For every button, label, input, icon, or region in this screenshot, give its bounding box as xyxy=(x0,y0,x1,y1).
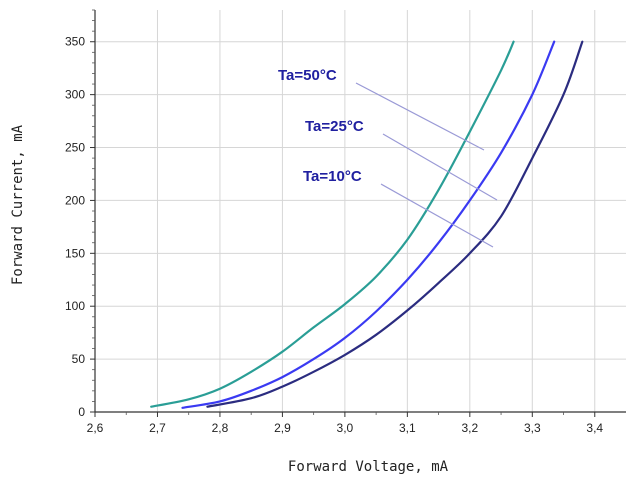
x-tick-label: 3,0 xyxy=(337,421,354,435)
x-tick-label: 2,9 xyxy=(274,421,291,435)
x-tick-label: 3,3 xyxy=(524,421,541,435)
annotation-label: Ta=25°C xyxy=(305,118,364,135)
y-tick-label: 200 xyxy=(65,193,85,207)
y-tick-label: 300 xyxy=(65,88,85,102)
y-tick-label: 250 xyxy=(65,141,85,155)
x-axis-title: Forward Voltage, mA xyxy=(288,459,449,475)
x-tick-label: 3,4 xyxy=(586,421,603,435)
annotation-label: Ta=50°C xyxy=(278,67,337,84)
y-tick-label: 0 xyxy=(78,405,85,419)
annotation-leader-line xyxy=(382,133,498,201)
x-tick-label: 3,2 xyxy=(461,421,478,435)
series-line-ta-25-c xyxy=(181,40,556,409)
annotation-label: Ta=10°C xyxy=(303,168,362,185)
x-tick-label: 2,8 xyxy=(212,421,229,435)
y-axis-title: Forward Current, mA xyxy=(10,124,26,285)
y-tick-label: 100 xyxy=(65,299,85,313)
axes xyxy=(94,10,626,413)
series-lines xyxy=(150,40,584,409)
ticks: 2,6 2,7 2,8 2,9 3,0 3,1 3,2 3,3 3,4 0 50 100 150 200 2… xyxy=(65,9,603,435)
annotations: Ta=50°C Ta=25°C Ta=10°C xyxy=(278,67,498,248)
y-tick-label: 50 xyxy=(72,352,86,366)
y-tick-label: 150 xyxy=(65,246,85,260)
x-tick-label: 3,1 xyxy=(399,421,416,435)
x-tick-label: 2,6 xyxy=(87,421,104,435)
series-line-ta-10-c xyxy=(206,40,584,408)
annotation-leader-line xyxy=(380,183,494,248)
y-tick-label: 350 xyxy=(65,35,85,49)
annotation-leader-line xyxy=(355,82,485,151)
grid xyxy=(95,10,626,412)
series-line-ta-50-c xyxy=(150,40,515,408)
x-tick-label: 2,7 xyxy=(149,421,166,435)
